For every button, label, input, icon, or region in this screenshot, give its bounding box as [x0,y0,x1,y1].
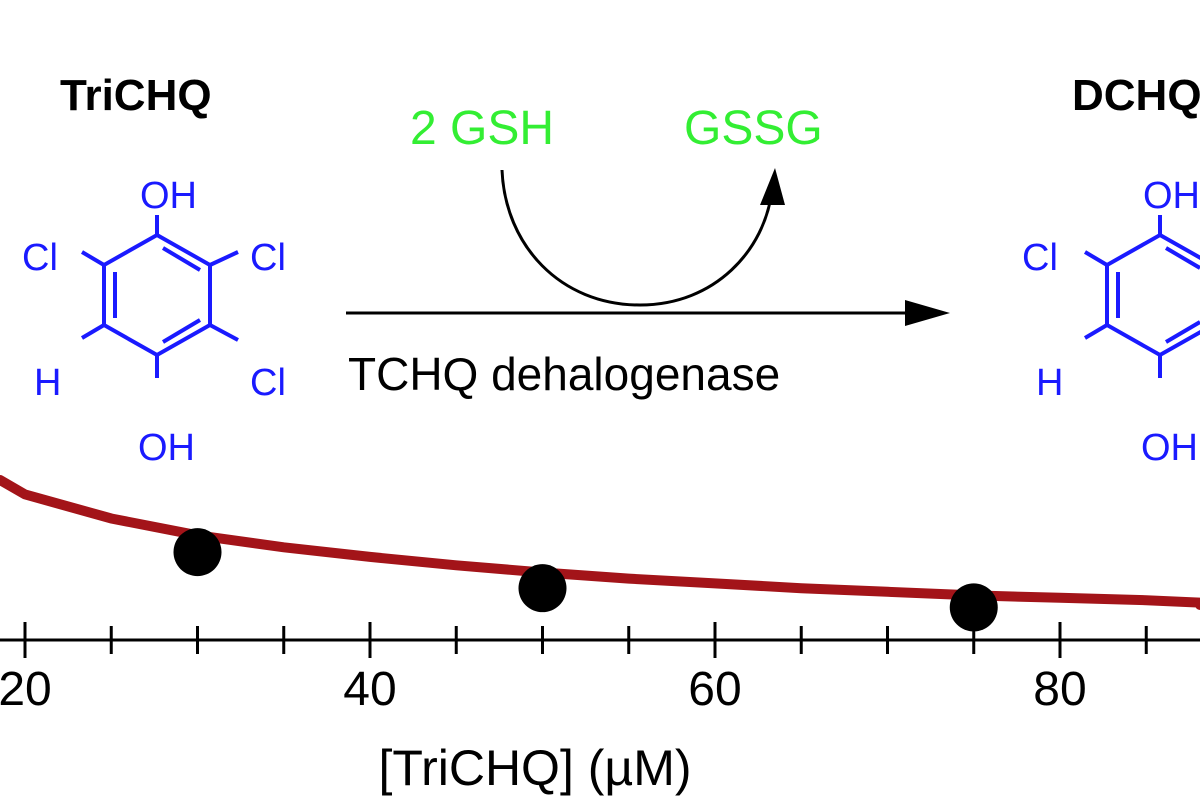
product-benzene-ring [1105,232,1200,358]
substrate-bond [209,323,239,342]
x-axis-tick-labels: 20 40 60 80 [0,663,1087,716]
x-axis-label: [TriCHQ] (µM) [379,740,692,796]
substrate-bond [80,250,106,267]
x-tick-label: 80 [1033,663,1086,716]
substrate-atom-cl-right-bottom: Cl [250,362,286,404]
reaction-scheme: TriCHQ DCHQ 2 GSH GSSG TCHQ dehalogenase… [22,71,1200,469]
product-atom-oh-top: OH [1143,175,1200,217]
product-name: DCHQ [1072,71,1200,120]
data-points [173,528,998,632]
substrate-name: TriCHQ [60,71,212,120]
substrate-bond [80,323,106,340]
reaction-arrowhead [905,300,950,326]
cofactor-arrowhead [760,168,785,205]
x-tick-label: 20 [0,663,52,716]
substrate-atom-cl-right-top: Cl [250,237,286,279]
data-point [949,583,998,632]
product-atom-h-left: H [1036,362,1063,404]
data-point [173,528,222,577]
substrate-atom-cl-left: Cl [22,237,58,279]
x-tick-label: 60 [688,663,741,716]
substrate-atom-oh-top: OH [140,175,197,217]
chart: 20 40 60 80 [TriCHQ] (µM) [0,475,1200,796]
substrate-double-bond [161,318,202,344]
data-point [518,564,567,613]
substrate-atom-h-left: H [34,362,61,404]
fit-curve [0,475,1200,610]
substrate-structure: OH OH Cl H Cl Cl [22,175,286,469]
enzyme-label: TCHQ dehalogenase [348,348,780,400]
substrate-bond [209,250,239,267]
substrate-atom-oh-bottom: OH [138,427,195,469]
cofactor-out-label: GSSG [684,102,823,155]
product-double-bond [1164,246,1200,270]
product-double-bond [1164,320,1200,344]
cofactor-in-label: 2 GSH [410,102,554,155]
substrate-double-bond [161,246,202,272]
product-atom-oh-bottom: OH [1141,427,1198,469]
cofactor-curved-arrow [500,169,774,307]
product-atom-cl-left: Cl [1022,237,1058,279]
product-structure: OH OH Cl H [1022,175,1200,469]
x-axis-ticks [23,622,1148,658]
substrate-benzene-ring [102,232,212,358]
product-bond [1083,323,1109,340]
product-bond [1083,250,1109,267]
x-tick-label: 40 [343,663,396,716]
